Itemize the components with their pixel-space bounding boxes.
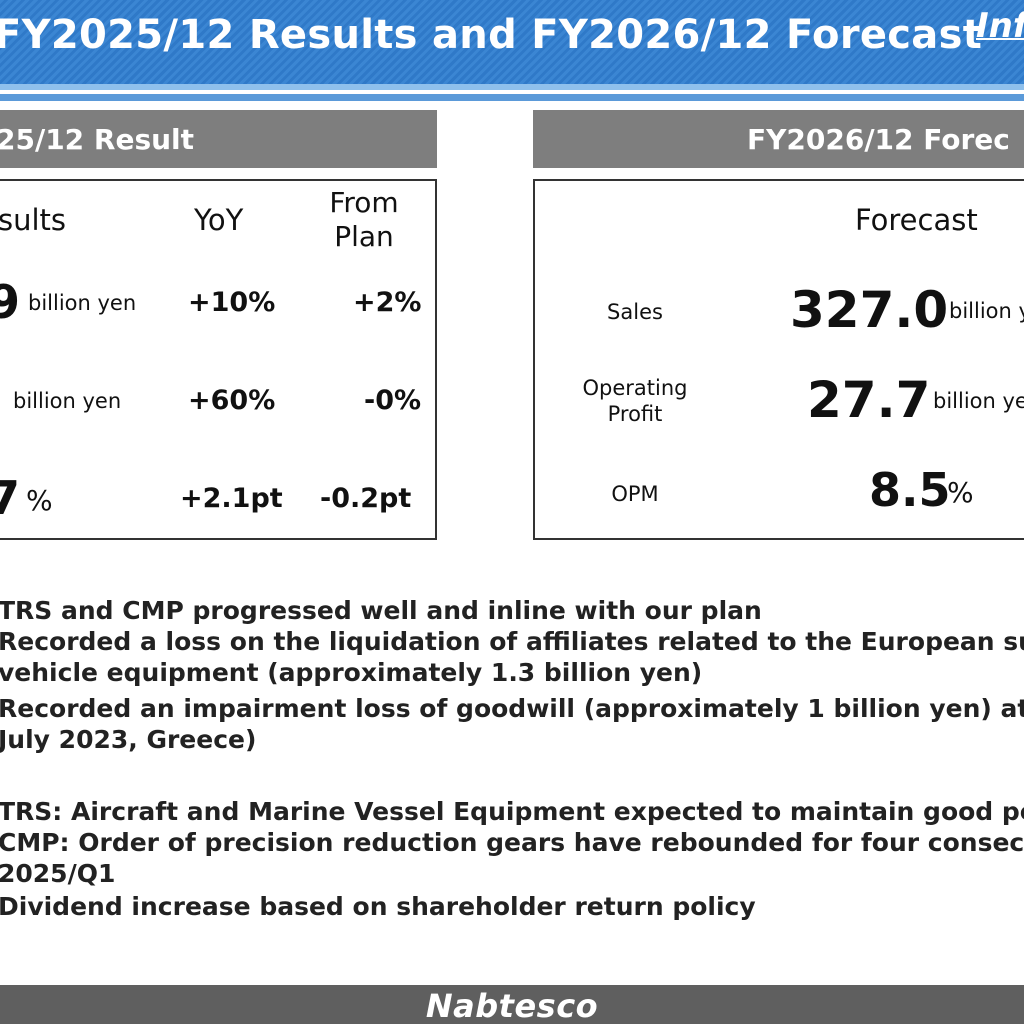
- bullet-line: TRS and CMP progressed well and inline w…: [0, 596, 762, 625]
- forecast-op-label: Operating Profit: [575, 375, 695, 427]
- header-banner: FY2025/12 Results and FY2026/12 Forecast…: [0, 0, 1024, 84]
- forecast-op-label-line1: Operating: [582, 376, 688, 400]
- forecast-op-unit: billion ye: [933, 389, 1024, 413]
- footer-bar: Nabtesco: [0, 985, 1024, 1025]
- forecast-section-title: FY2026/12 Forec: [747, 123, 1010, 156]
- result-sales-value: 9: [0, 275, 20, 329]
- result-sales-unit: billion yen: [28, 291, 137, 315]
- bullet-line: 2025/Q1: [0, 859, 116, 888]
- header-stripe-dark: [0, 94, 1024, 101]
- result-op-from-plan: -0%: [364, 385, 422, 416]
- forecast-sales-label: Sales: [575, 299, 695, 325]
- result-box: sults YoY From Plan 9 billion yen +10% +…: [0, 179, 437, 540]
- bullet-line: vehicle equipment (approximately 1.3 bil…: [0, 658, 703, 687]
- result-op-unit: billion yen: [13, 389, 122, 413]
- bullet-line: Recorded an impairment loss of goodwill …: [0, 694, 1024, 723]
- forecast-sales-label-line1: Sales: [607, 300, 663, 324]
- nabtesco-logo: Nabtesco: [425, 987, 599, 1025]
- forecast-header: Forecast: [855, 203, 978, 237]
- bullet-line: July 2023, Greece): [0, 725, 257, 754]
- bullet-line: Recorded a loss on the liquidation of af…: [0, 627, 1024, 656]
- forecast-opm-unit: %: [947, 476, 974, 509]
- forecast-op-label-line2: Profit: [607, 402, 663, 426]
- results-header: sults: [0, 203, 67, 237]
- from-plan-header-line1: From: [329, 186, 399, 219]
- result-opm-value: 7: [0, 471, 20, 525]
- yoy-header: YoY: [194, 203, 244, 237]
- slide-title: FY2025/12 Results and FY2026/12 Forecast: [0, 12, 983, 58]
- forecast-op-value: 27.7: [807, 371, 931, 429]
- result-sales-from-plan: +2%: [353, 287, 422, 318]
- result-opm-from-plan: -0.2pt: [320, 483, 412, 514]
- bullet-line: TRS: Aircraft and Marine Vessel Equipmen…: [0, 797, 1024, 826]
- result-section-bar: 25/12 Result: [0, 110, 437, 168]
- header-logo-mark: Inf: [976, 6, 1024, 46]
- forecast-opm-label: OPM: [575, 481, 695, 507]
- result-opm-yoy: +2.1pt: [180, 483, 283, 514]
- header-stripe-light: [0, 84, 1024, 90]
- result-opm-unit: %: [26, 484, 53, 517]
- from-plan-header: From Plan: [314, 186, 414, 254]
- result-sales-yoy: +10%: [188, 287, 276, 318]
- from-plan-header-line2: Plan: [334, 220, 394, 253]
- result-op-yoy: +60%: [188, 385, 276, 416]
- forecast-sales-value: 327.0: [790, 281, 949, 339]
- header-stripe-white: [0, 90, 1024, 94]
- forecast-sales-unit: billion y: [949, 299, 1024, 323]
- forecast-box: Forecast Sales 327.0 billion y Operating…: [533, 179, 1024, 540]
- bullet-line: CMP: Order of precision reduction gears …: [0, 828, 1024, 857]
- forecast-opm-value: 8.5: [869, 463, 951, 517]
- forecast-opm-label-line1: OPM: [611, 482, 659, 506]
- forecast-section-bar: FY2026/12 Forec: [533, 110, 1024, 168]
- result-section-title: 25/12 Result: [0, 123, 195, 156]
- bullet-line: Dividend increase based on shareholder r…: [0, 892, 756, 921]
